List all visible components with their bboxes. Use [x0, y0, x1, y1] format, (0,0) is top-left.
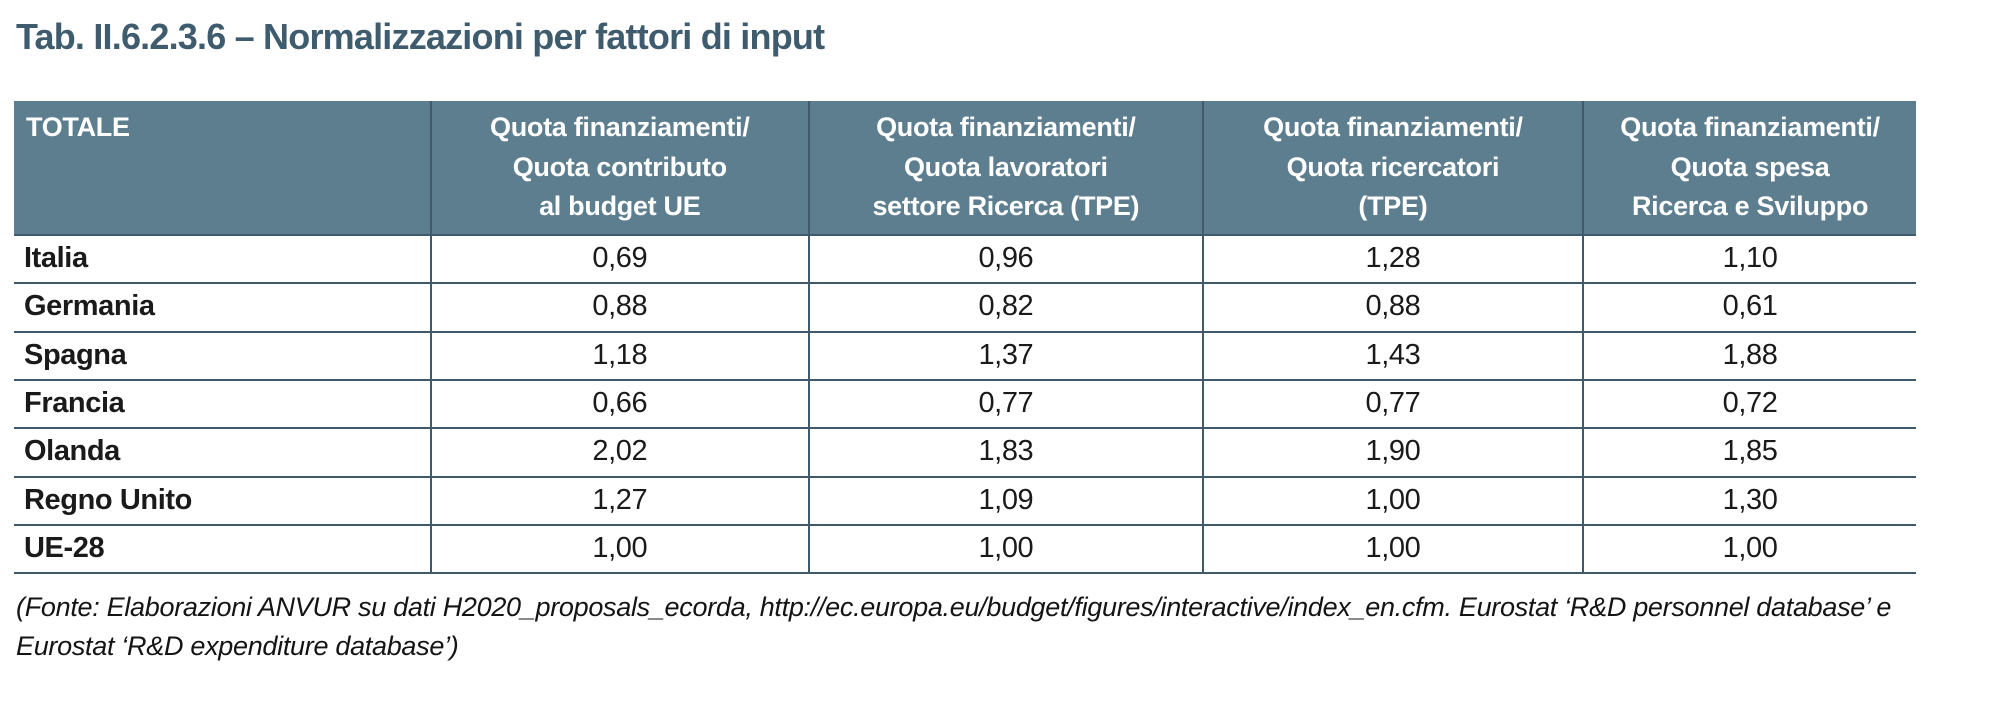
header-line: Quota ricercatori — [1286, 151, 1500, 182]
page: Tab. II.6.2.3.6 – Normalizzazioni per fa… — [14, 16, 1916, 661]
row-label: Germania — [24, 290, 155, 323]
table-row-ue28: UE-28 1,00 1,00 1,00 1,00 — [14, 525, 1916, 574]
cell-value: 0,96 — [808, 234, 1203, 284]
header-row: TOTALE Quota finanziamenti/ Quota contri… — [14, 101, 1916, 235]
header-cell-quota-spesa-rs: Quota finanziamenti/ Quota spesa Ricerca… — [1582, 101, 1916, 235]
cell-value: 2,02 — [429, 428, 810, 477]
table-body: Italia 0,69 0,96 1,28 1,10 Germania 0,88… — [14, 234, 1916, 574]
header-line: Ricerca e Sviluppo — [1631, 190, 1869, 221]
cell-value: 1,85 — [1582, 428, 1916, 477]
cell-value: 0,61 — [1582, 283, 1916, 332]
cell-value: 1,00 — [1201, 525, 1584, 574]
cell-value: 1,37 — [808, 331, 1203, 380]
row-label: UE-28 — [24, 532, 105, 565]
header-line: settore Ricerca (TPE) — [872, 190, 1140, 221]
cell-value: 1,00 — [1582, 525, 1916, 574]
cell-value: 1,18 — [429, 331, 810, 380]
table-row-francia: Francia 0,66 0,77 0,77 0,72 — [14, 379, 1916, 429]
table-row-germania: Germania 0,88 0,82 0,88 0,61 — [14, 283, 1916, 332]
table-row-spagna: Spagna 1,18 1,37 1,43 1,88 — [14, 331, 1916, 380]
row-label: Regno Unito — [24, 483, 192, 516]
header-cell-totale: TOTALE — [14, 101, 431, 235]
cell-value: 1,00 — [429, 525, 810, 574]
cell-value: 0,88 — [1201, 283, 1584, 332]
row-label: Olanda — [24, 435, 120, 468]
cell-value: 1,00 — [1201, 476, 1584, 526]
header-cell-quota-ricercatori-tpe: Quota finanziamenti/ Quota ricercatori (… — [1201, 101, 1584, 235]
header-line: Quota lavoratori — [903, 151, 1108, 182]
header-line: al budget UE — [539, 190, 701, 221]
table-header: TOTALE Quota finanziamenti/ Quota contri… — [14, 101, 1916, 235]
table-row-regno-unito: Regno Unito 1,27 1,09 1,00 1,30 — [14, 476, 1916, 526]
table-row-italia: Italia 0,69 0,96 1,28 1,10 — [14, 234, 1916, 284]
cell-value: 1,90 — [1201, 428, 1584, 477]
header-cell-quota-lavoratori-ricerca: Quota finanziamenti/ Quota lavoratori se… — [808, 101, 1203, 235]
cell-value: 0,88 — [429, 283, 810, 332]
cell-value: 0,66 — [429, 379, 810, 429]
cell-value: 1,27 — [429, 476, 810, 526]
page-title: Tab. II.6.2.3.6 – Normalizzazioni per fa… — [16, 16, 825, 57]
cell-value: 1,00 — [808, 525, 1203, 574]
table-row-olanda: Olanda 2,02 1,83 1,90 1,85 — [14, 428, 1916, 477]
cell-value: 0,69 — [429, 234, 810, 284]
cell-value: 1,30 — [1582, 476, 1916, 526]
header-line: Quota spesa — [1670, 151, 1830, 182]
row-label: Francia — [24, 386, 125, 419]
header-line: Quota contributo — [512, 151, 727, 182]
source-note: (Fonte: Elaborazioni ANVUR su dati H2020… — [16, 592, 1892, 661]
header-cell-quota-contributo-budget-ue: Quota finanziamenti/ Quota contributo al… — [429, 101, 810, 235]
cell-value: 0,82 — [808, 283, 1203, 332]
header-line: Quota finanziamenti/ — [1263, 112, 1523, 143]
header-line: Quota finanziamenti/ — [1620, 112, 1880, 143]
cell-value: 1,88 — [1582, 331, 1916, 380]
data-table: TOTALE Quota finanziamenti/ Quota contri… — [14, 101, 1916, 574]
cell-value: 0,77 — [1201, 379, 1584, 429]
cell-value: 0,72 — [1582, 379, 1916, 429]
header-line: TOTALE — [26, 112, 130, 143]
header-line: Quota finanziamenti/ — [490, 112, 750, 143]
row-label: Spagna — [24, 338, 127, 371]
cell-value: 1,10 — [1582, 234, 1916, 284]
header-line: Quota finanziamenti/ — [876, 112, 1136, 143]
header-line: (TPE) — [1358, 190, 1428, 221]
cell-value: 1,43 — [1201, 331, 1584, 380]
cell-value: 1,83 — [808, 428, 1203, 477]
cell-value: 1,28 — [1201, 234, 1584, 284]
row-label: Italia — [24, 241, 88, 274]
cell-value: 0,77 — [808, 379, 1203, 429]
cell-value: 1,09 — [808, 476, 1203, 526]
